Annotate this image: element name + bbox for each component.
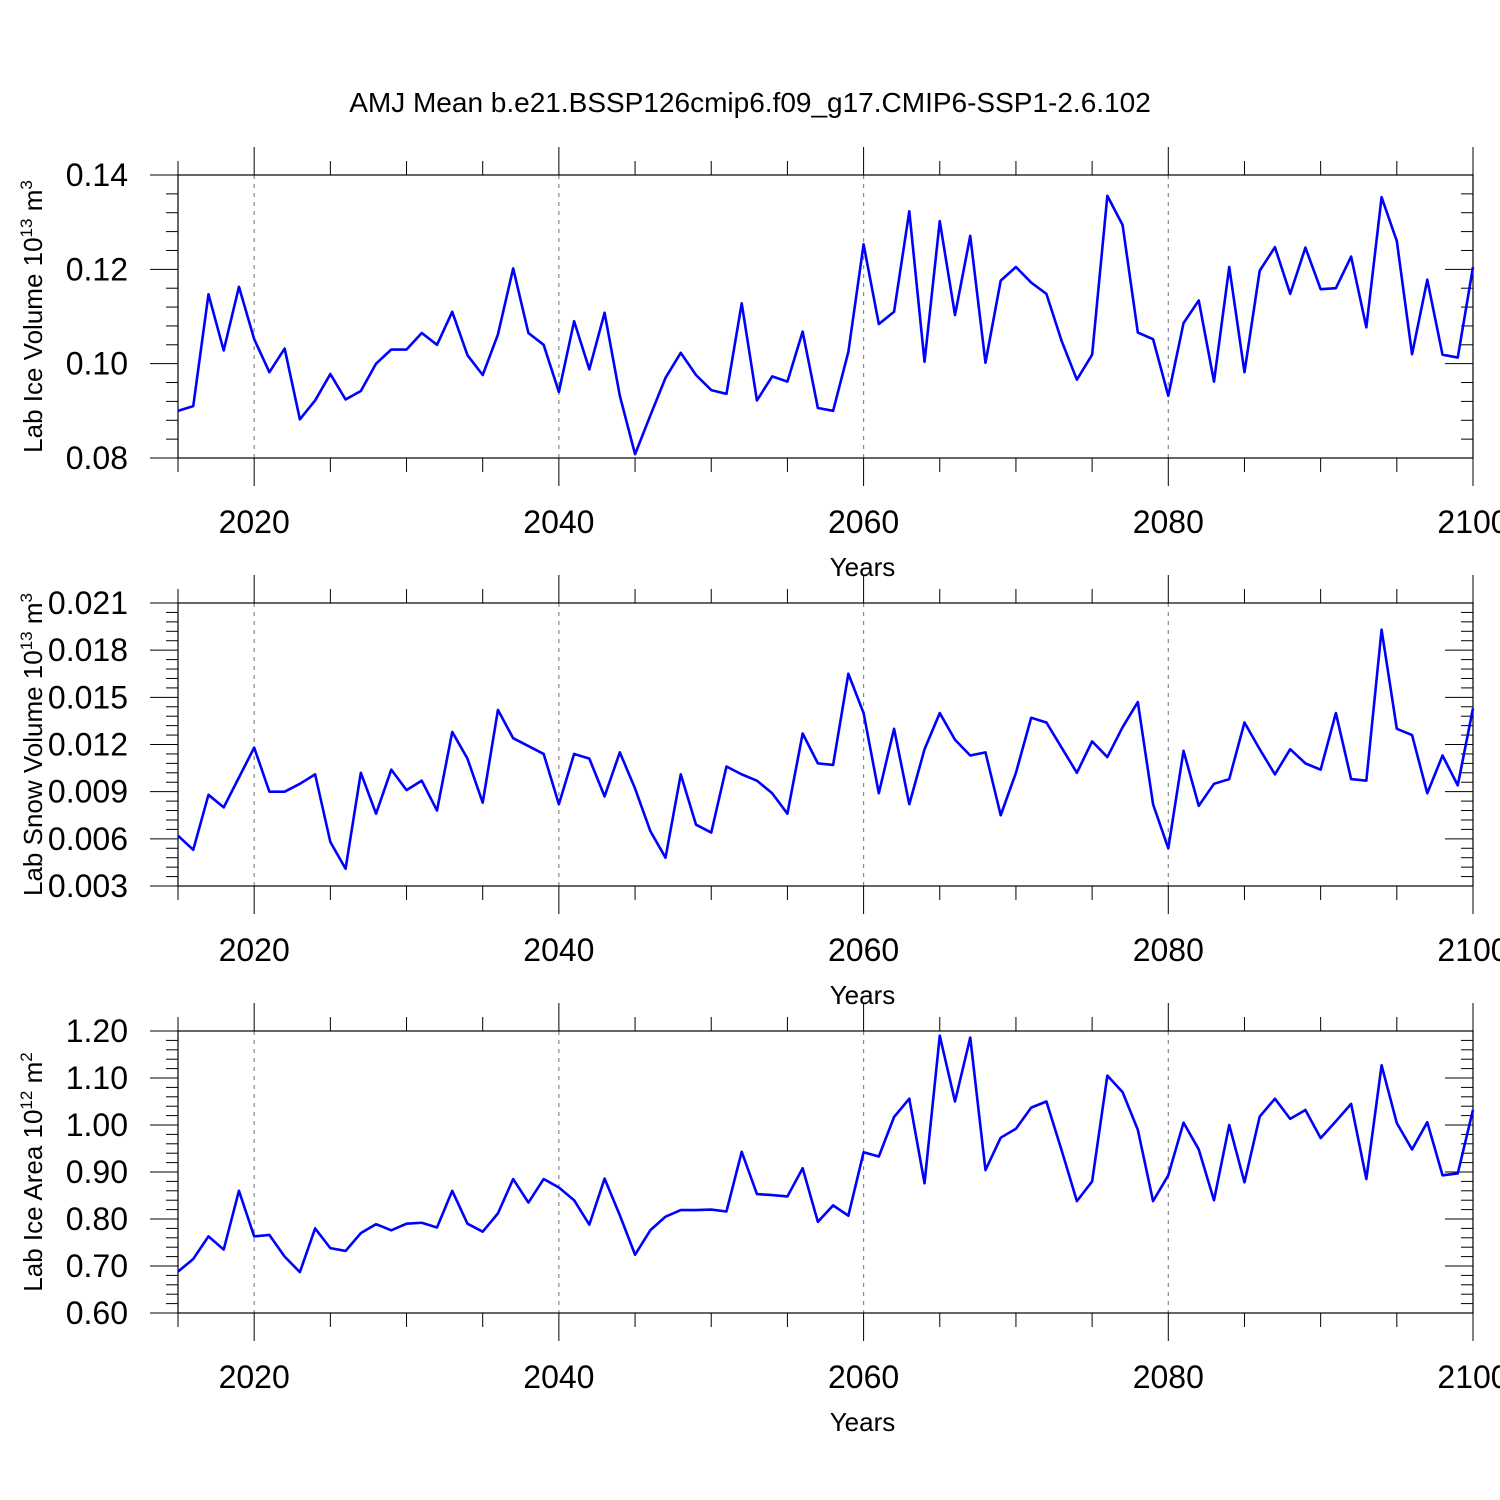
series-line-snow-volume — [177, 628, 1475, 871]
x-tick-label: 2060 — [828, 504, 899, 540]
x-tick-label: 2100 — [1437, 1359, 1500, 1395]
y-tick-label: 1.00 — [66, 1107, 128, 1143]
y-tick-label: 0.018 — [48, 632, 128, 668]
y-tick-label: 0.10 — [66, 346, 128, 382]
x-tick-label: 2040 — [523, 504, 594, 540]
series-line-ice-area — [177, 1034, 1475, 1274]
y-axis-label: Lab Snow Volume 1013 m3 — [17, 593, 48, 896]
y-tick-label: 0.003 — [48, 868, 128, 904]
y-tick-label: 0.015 — [48, 679, 128, 715]
x-tick-label: 2040 — [523, 932, 594, 968]
x-tick-label: 2100 — [1437, 504, 1500, 540]
y-tick-label: 0.006 — [48, 821, 128, 857]
panel-snow-volume: 2020 2040 2060 2080 2100 0.003 0.006 0.009 0.012… — [17, 575, 1500, 1010]
x-tick-label: 2080 — [1133, 932, 1204, 968]
y-tick-label: 0.08 — [66, 440, 128, 476]
y-tick-label: 0.60 — [66, 1295, 128, 1331]
y-tick-label: 0.14 — [66, 157, 128, 193]
plot-frame — [177, 174, 1474, 459]
y-tick-label: 0.80 — [66, 1201, 128, 1237]
series-line-ice-volume — [177, 194, 1475, 456]
y-tick-label: 0.012 — [48, 727, 128, 763]
y-tick-label: 0.009 — [48, 774, 128, 810]
y-tick-label: 1.20 — [66, 1013, 128, 1049]
x-axis-label: Years — [830, 980, 896, 1010]
y-tick-label: 0.70 — [66, 1248, 128, 1284]
x-tick-label: 2020 — [219, 504, 290, 540]
y-tick-label: 0.12 — [66, 251, 128, 287]
x-tick-label: 2080 — [1133, 504, 1204, 540]
y-tick-label: 1.10 — [66, 1060, 128, 1096]
x-tick-label: 2020 — [219, 1359, 290, 1395]
panel-ice-area: 2020 2040 2060 2080 2100 0.60 0.70 0.80 0.90 1.00… — [17, 1003, 1500, 1437]
plot-frame — [177, 1030, 1474, 1314]
x-tick-label: 2060 — [828, 1359, 899, 1395]
x-axis-label: Years — [830, 1407, 896, 1437]
x-tick-label: 2100 — [1437, 932, 1500, 968]
x-tick-label: 2020 — [219, 932, 290, 968]
x-tick-label: 2060 — [828, 932, 899, 968]
panels: 2020 2040 2060 2080 2100 0.08 0.10 0.12 0.14 Year… — [17, 147, 1500, 1437]
plot-frame — [177, 602, 1474, 887]
x-tick-label: 2080 — [1133, 1359, 1204, 1395]
y-tick-label: 0.90 — [66, 1154, 128, 1190]
x-axis-label: Years — [830, 552, 896, 582]
panel-ice-volume: 2020 2040 2060 2080 2100 0.08 0.10 0.12 0.14 Year… — [17, 147, 1500, 582]
y-tick-label: 0.021 — [48, 585, 128, 621]
x-tick-label: 2040 — [523, 1359, 594, 1395]
y-axis-label: Lab Ice Area 1012 m2 — [17, 1052, 48, 1291]
chart-title: AMJ Mean b.e21.BSSP126cmip6.f09_g17.CMIP… — [349, 87, 1151, 118]
y-axis-label: Lab Ice Volume 1013 m3 — [17, 180, 48, 453]
